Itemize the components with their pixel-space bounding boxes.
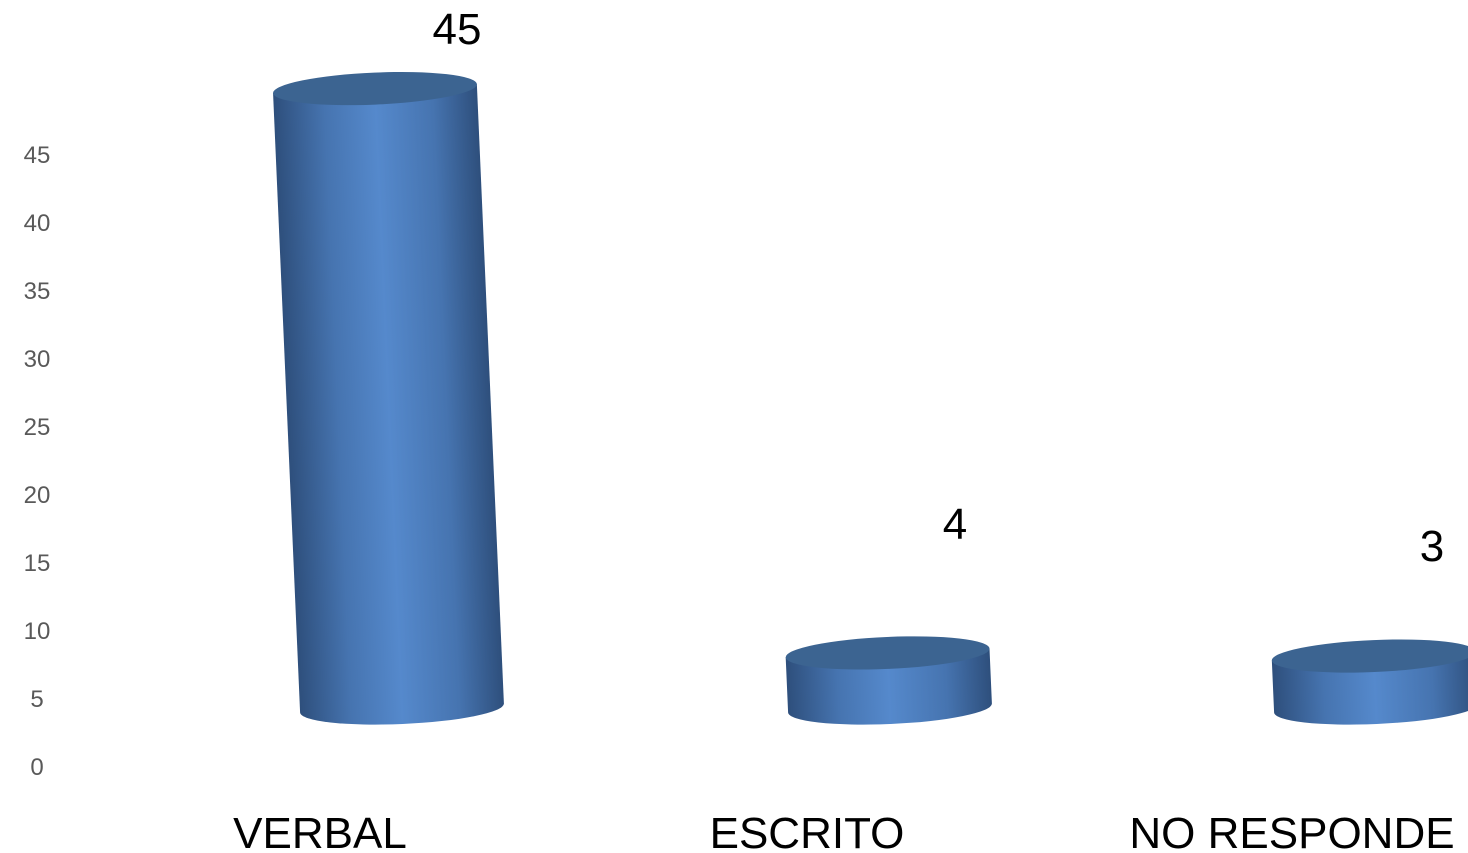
y-tick-label: 5 [30,686,43,713]
plot-area: 45 4 3 [273,5,1468,725]
bar-verbal [273,71,504,725]
data-label: 45 [433,5,482,54]
y-tick-label: 15 [24,550,51,577]
data-label: 3 [1420,522,1444,571]
y-tick-label: 20 [24,482,51,509]
bar-top [785,636,990,670]
y-tick-label: 10 [24,618,51,645]
bar-top [1271,639,1468,673]
y-tick-label: 25 [24,414,51,441]
x-category-label: ESCRITO [710,809,905,853]
y-tick-label: 0 [30,754,43,781]
y-tick-label: 45 [24,142,51,169]
y-axis: 0 5 10 15 20 25 30 35 40 45 [24,142,51,781]
bar-escrito [785,636,992,725]
y-tick-label: 40 [24,210,51,237]
x-category-label: NO RESPONDE [1129,809,1454,853]
x-category-label: VERBAL [233,809,407,853]
y-tick-label: 35 [24,278,51,305]
bar-no-responde [1271,639,1468,725]
data-label: 4 [943,500,967,549]
bar-top [273,71,477,106]
x-axis: VERBAL ESCRITO NO RESPONDE [233,809,1454,853]
bar-body [273,84,504,725]
y-tick-label: 30 [24,346,51,373]
